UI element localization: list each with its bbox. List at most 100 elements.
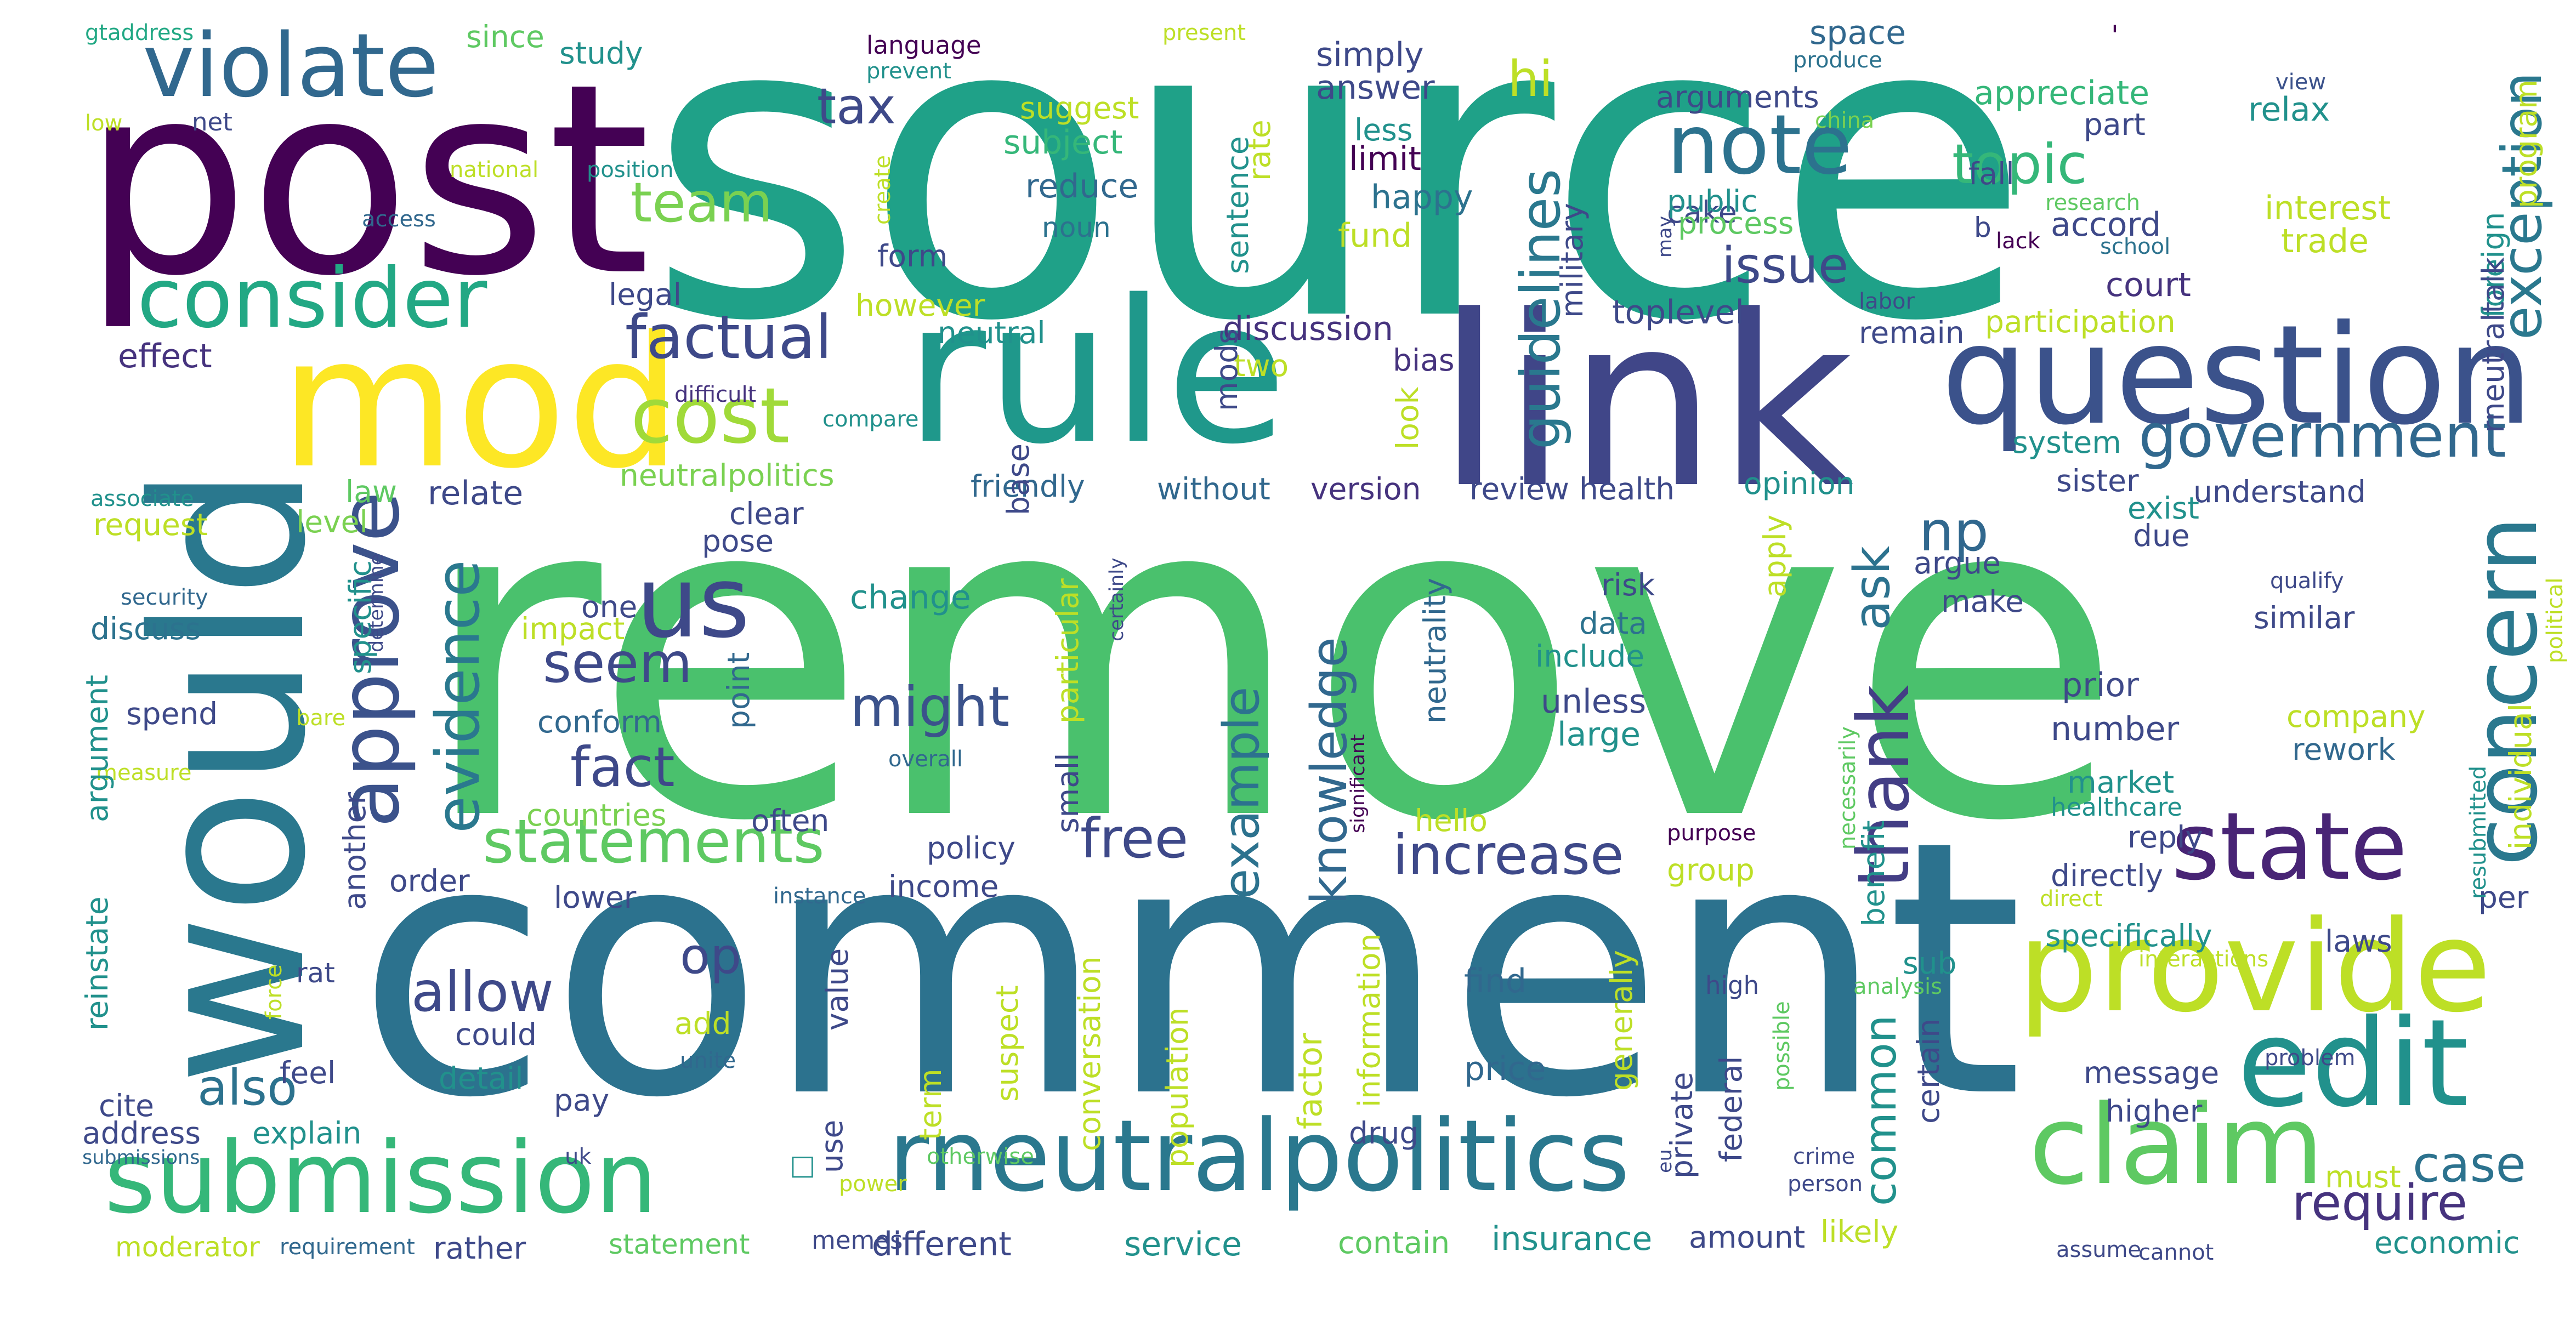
word-effect: effect — [118, 337, 212, 375]
word-benefit: benefit — [1856, 820, 1891, 926]
word-topic: topic — [1952, 132, 2087, 196]
word-significant: significant — [1347, 734, 1369, 833]
word-without: without — [1157, 471, 1270, 507]
word-language: language — [866, 31, 981, 60]
word-often: often — [751, 803, 830, 838]
word-one: one — [581, 589, 638, 624]
word-cost: cost — [631, 372, 790, 461]
word-rat: rat — [296, 957, 335, 989]
word-trade: trade — [2281, 222, 2369, 260]
word-information: information — [1352, 933, 1387, 1107]
word-health: health — [1579, 471, 1675, 507]
word-np: np — [1919, 499, 1989, 564]
word-sentence: sentence — [1220, 136, 1255, 274]
word-number: number — [2051, 710, 2180, 748]
word-lack: lack — [1996, 229, 2040, 254]
word-individual: individual — [2503, 703, 2538, 850]
word-cake: cake — [1667, 195, 1737, 230]
word-public: public — [1667, 184, 1758, 219]
word-statement: statement — [609, 1228, 750, 1260]
word-sub: sub — [1903, 946, 1957, 981]
word-determine: determine — [366, 553, 388, 652]
word-address: address — [82, 1116, 201, 1151]
word-labor: labor — [1859, 289, 1915, 314]
word-study: study — [559, 36, 643, 71]
word-suggest: suggest — [1020, 90, 1139, 126]
word-necessarily: necessarily — [1835, 726, 1860, 850]
word-person: person — [1788, 1171, 1863, 1197]
word-team: team — [631, 170, 773, 235]
word-healthcare: healthcare — [2051, 793, 2182, 822]
word-court: court — [2106, 266, 2191, 304]
word-reply: reply — [2127, 820, 2203, 855]
word-qualify: qualify — [2270, 568, 2344, 594]
word-fall: fall — [1968, 156, 2015, 191]
word-per: per — [2478, 880, 2529, 915]
word-specifically: specifically — [2045, 918, 2212, 953]
word-might: might — [850, 675, 1010, 739]
word-bare: bare — [296, 705, 346, 731]
word-present: present — [1162, 20, 1246, 45]
word-problem: problem — [2265, 1045, 2356, 1071]
word-insurance: insurance — [1491, 1220, 1653, 1258]
word-another: another — [337, 792, 372, 910]
word-symbol: □ — [790, 1149, 816, 1181]
word-market: market — [2067, 765, 2175, 800]
word-reduce: reduce — [1025, 167, 1139, 206]
word-message: message — [2084, 1055, 2220, 1090]
word-argue: argue — [1914, 545, 2001, 581]
word-possible: possible — [1769, 1001, 1795, 1091]
word-resubmitted: resubmitted — [2466, 765, 2491, 899]
word-impact: impact — [521, 611, 625, 646]
word-tax: tax — [817, 78, 896, 135]
word-neutralpolitics: neutralpolitics — [620, 458, 835, 493]
word-discussion: discussion — [1223, 310, 1393, 348]
word-subject: subject — [1003, 123, 1123, 162]
word-participation: participation — [1985, 304, 2176, 339]
word-low: low — [85, 111, 123, 136]
word-drug: drug — [1349, 1116, 1419, 1151]
word-china: china — [1815, 108, 1875, 133]
word-unite: unite — [680, 1048, 736, 1073]
word-mods: mods — [1209, 328, 1244, 411]
word-lower: lower — [554, 880, 637, 915]
word-rule: rule — [905, 258, 1287, 487]
word-relax: relax — [2248, 90, 2330, 129]
word-income: income — [888, 869, 999, 904]
word-due: due — [2133, 518, 2190, 553]
word-include: include — [1535, 639, 1645, 674]
word-apply: apply — [1757, 514, 1792, 598]
word-argument: argument — [80, 675, 115, 822]
word-similar: similar — [2254, 600, 2355, 635]
word-fund: fund — [1338, 217, 1412, 255]
word-require: require — [2292, 1174, 2467, 1232]
word-opinion: opinion — [1744, 466, 1855, 501]
word-produce: produce — [1793, 48, 1882, 73]
word-remove: remove — [417, 396, 2124, 919]
word-exist: exist — [2127, 491, 2199, 526]
word-crime: crime — [1793, 1144, 1856, 1169]
word-seem: seem — [543, 631, 693, 695]
word-op: op — [680, 928, 742, 985]
word-otherwise: otherwise — [927, 1144, 1034, 1169]
word-law: law — [345, 474, 397, 509]
word-form: form — [877, 238, 948, 274]
word-position: position — [587, 157, 674, 183]
word-economic: economic — [2374, 1225, 2520, 1260]
word-rneutraltalk: rneutraltalk — [2476, 257, 2511, 433]
word-purpose: purpose — [1667, 821, 1756, 846]
word-change: change — [850, 578, 971, 617]
word-military: military — [1554, 203, 1590, 318]
word-question: question — [1941, 295, 2534, 455]
word-space: space — [1809, 14, 1907, 52]
word-explain: explain — [252, 1116, 362, 1151]
word-force: force — [262, 964, 287, 1020]
word-higher: higher — [2106, 1094, 2203, 1129]
word-provide: provide — [2018, 894, 2492, 1040]
word-national: national — [450, 157, 539, 183]
word-rather: rather — [433, 1231, 526, 1266]
word-evidence: evidence — [423, 560, 493, 833]
word-small: small — [1050, 753, 1085, 834]
word-high: high — [1705, 971, 1760, 1000]
